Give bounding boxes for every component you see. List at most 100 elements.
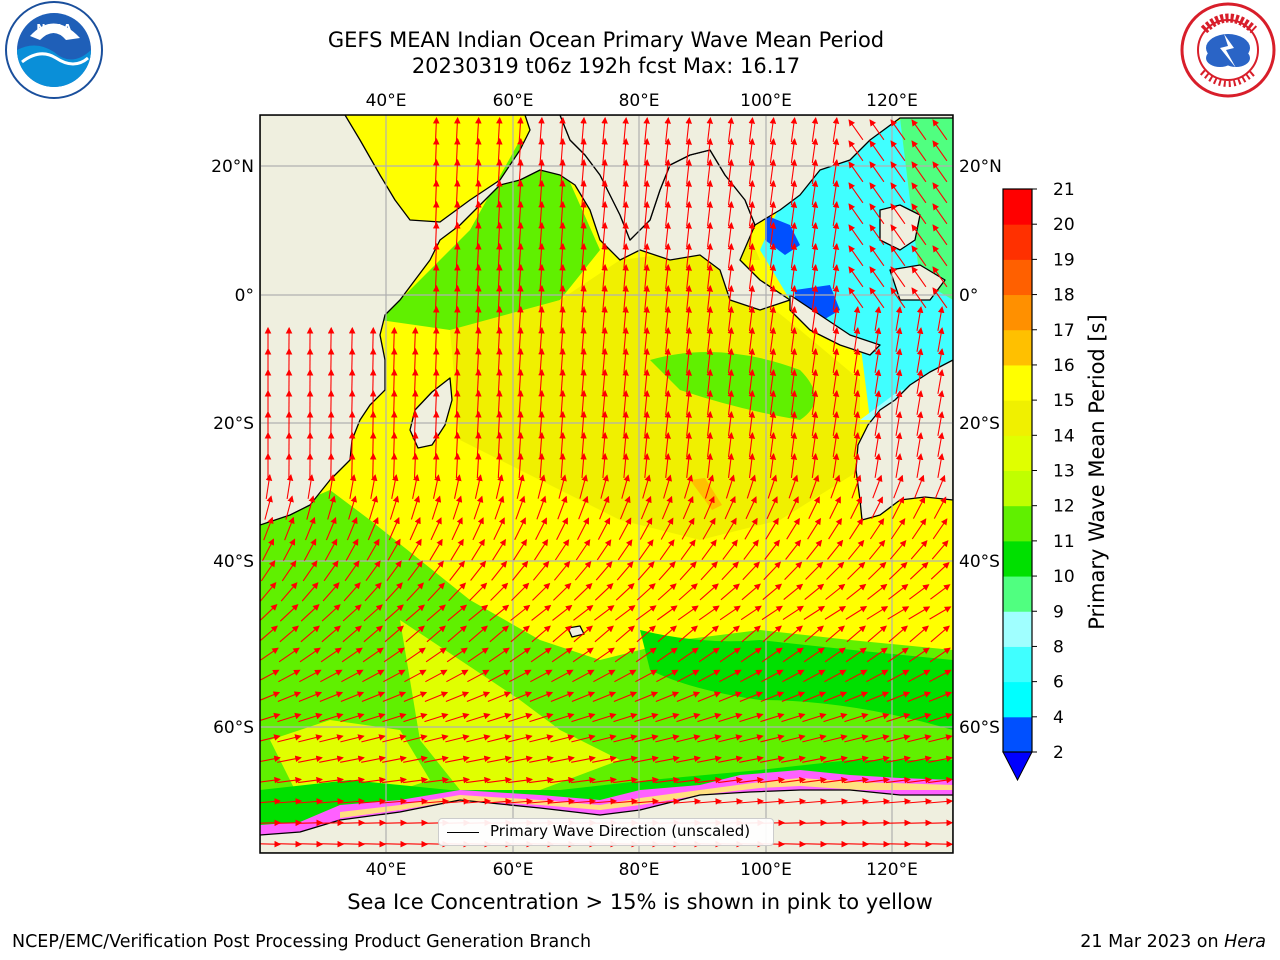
wave-direction-arrow [405,604,425,622]
wave-direction-arrow [297,798,324,805]
wave-direction-arrow [706,390,714,415]
wave-direction-arrow [769,222,777,247]
wave-direction-arrow [844,755,869,763]
left-lat-tick-60S: 60°S [213,718,254,738]
wave-direction-arrow [344,560,360,582]
wave-direction-arrow [656,605,678,621]
wave-direction-arrow [748,138,756,163]
wave-direction-arrow [932,287,948,309]
wave-direction-arrow [467,647,489,663]
wave-direction-arrow [529,776,554,784]
wave-direction-arrow [832,327,840,352]
wave-direction-arrow [811,390,819,415]
wave-direction-arrow [748,306,756,331]
wave-direction-arrow [657,583,677,601]
wave-direction-arrow [636,625,656,643]
wave-direction-arrow [432,474,441,499]
wave-direction-arrow [874,327,882,352]
wave-direction-arrow [895,453,903,478]
wave-direction-arrow [782,605,804,621]
wave-direction-arrow [748,285,756,310]
wave-direction-arrow [614,647,636,663]
wave-direction-arrow [703,495,715,520]
wave-direction-arrow [532,560,550,581]
wave-direction-arrow [664,453,671,478]
wave-direction-arrow [425,669,448,683]
wave-direction-arrow [811,369,819,394]
wave-direction-arrow [932,161,948,183]
wave-direction-arrow [580,452,587,479]
wave-direction-arrow [748,264,756,289]
wave-direction-arrow [472,517,484,541]
wave-direction-arrow [937,453,945,478]
wave-direction-arrow [727,306,735,331]
wave-direction-arrow [573,605,594,621]
wave-direction-arrow [658,561,676,581]
wave-direction-arrow [613,712,638,723]
wave-direction-arrow [824,647,846,663]
wave-direction-arrow [260,840,282,848]
wave-direction-arrow [685,180,692,205]
bottom-lon-tick-40E: 40°E [366,860,407,880]
wave-direction-arrow [727,285,735,310]
wave-direction-arrow [889,539,907,560]
wave-direction-arrow [615,583,635,601]
wave-direction-arrow [803,669,826,683]
wave-direction-arrow [811,453,819,478]
wave-direction-arrow [402,798,429,805]
wave-direction-arrow [368,495,379,520]
wave-direction-arrow [260,669,280,681]
wave-direction-arrow [790,390,798,415]
wave-direction-arrow [895,306,903,331]
wave-direction-arrow [685,432,692,457]
wave-direction-arrow [593,669,616,683]
wave-direction-arrow [706,138,714,163]
wave-direction-arrow [739,776,764,784]
wave-direction-arrow [828,517,842,540]
wave-direction-arrow [510,625,530,643]
wave-direction-arrow [340,734,365,743]
wave-direction-arrow [550,776,575,784]
wave-direction-arrow [676,691,701,703]
colorbar-tick-label: 13 [1053,462,1075,482]
wave-direction-arrow [318,798,345,805]
wave-direction-arrow [643,327,650,352]
wave-direction-arrow [888,561,908,580]
wave-direction-arrow [822,840,849,848]
wave-direction-arrow [802,734,827,743]
wave-direction-arrow [634,691,659,703]
wave-direction-arrow [718,776,743,784]
wave-direction-arrow [409,516,421,541]
wave-direction-arrow [454,452,461,479]
wave-direction-arrow [553,582,572,601]
wave-direction-arrow [832,138,840,163]
wave-direction-arrow [829,496,841,520]
wave-direction-arrow [676,734,701,743]
wave-direction-arrow [447,625,467,643]
wave-direction-arrow [685,201,692,226]
right-lat-tick-20S: 20°S [959,414,1000,434]
wave-direction-arrow [264,495,273,520]
wave-direction-arrow [790,327,798,352]
wave-direction-arrow [892,496,905,519]
wave-direction-arrow [822,798,849,805]
wave-direction-arrow [403,755,428,763]
wave-direction-arrow [260,625,278,642]
wave-direction-arrow [466,755,491,763]
wave-direction-arrow [886,712,911,723]
wave-direction-arrow [739,755,764,763]
wave-direction-arrow [286,474,294,499]
wave-direction-arrow [530,669,553,683]
wave-direction-arrow [866,606,889,620]
wave-direction-arrow [727,159,735,184]
wave-direction-arrow [362,669,385,683]
wave-direction-arrow [363,625,383,643]
wave-direction-arrow [622,348,629,373]
wave-direction-arrow [664,411,671,436]
wave-direction-arrow [698,605,720,621]
wave-direction-arrow [865,712,890,723]
colorbar-swatch [1003,576,1032,612]
wave-direction-arrow [739,712,764,723]
wave-direction-arrow [594,583,614,601]
wave-direction-arrow [509,647,531,663]
